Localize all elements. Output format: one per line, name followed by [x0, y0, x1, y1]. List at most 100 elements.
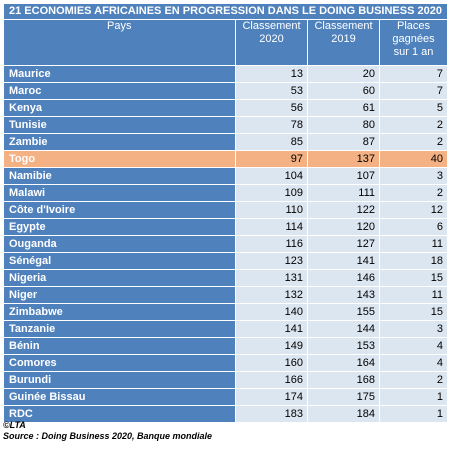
table-row: Maroc 53 60 7: [3, 82, 449, 100]
cell-classement-2019: 184: [307, 405, 380, 423]
table-row: Kenya 56 61 5: [3, 99, 449, 117]
cell-places-gagnees: 2: [378, 371, 449, 389]
cell-pays: Sénégal: [3, 252, 236, 270]
table-row: Egypte 114 120 6: [3, 218, 449, 236]
cell-classement-2019: 141: [307, 252, 380, 270]
cell-classement-2020: 104: [235, 167, 308, 185]
cell-pays: Nigeria: [3, 269, 236, 287]
cell-pays: Côte d'Ivoire: [3, 201, 236, 219]
cell-classement-2020: 97: [235, 150, 308, 168]
table-row: Togo 97 137 40: [3, 150, 449, 168]
table-row: Sénégal 123 141 18: [3, 252, 449, 270]
cell-classement-2020: 116: [235, 235, 308, 253]
cell-classement-2019: 168: [307, 371, 380, 389]
header-classement-2020: Classement 2020: [235, 19, 308, 66]
cell-classement-2019: 107: [307, 167, 380, 185]
cell-classement-2019: 120: [307, 218, 380, 236]
cell-places-gagnees: 15: [378, 269, 449, 287]
cell-places-gagnees: 15: [378, 303, 449, 321]
cell-classement-2020: 109: [235, 184, 308, 202]
cell-classement-2019: 137: [307, 150, 380, 168]
cell-classement-2019: 122: [307, 201, 380, 219]
cell-classement-2019: 155: [307, 303, 380, 321]
ranking-table-container: 21 ECONOMIES AFRICAINES EN PROGRESSION D…: [2, 3, 449, 423]
table-row: Burundi 166 168 2: [3, 371, 449, 389]
cell-classement-2020: 53: [235, 82, 308, 100]
cell-classement-2019: 87: [307, 133, 380, 151]
cell-classement-2019: 144: [307, 320, 380, 338]
table-row: Tunisie 78 80 2: [3, 116, 449, 134]
footer-source: Source : Doing Business 2020, Banque mon…: [3, 431, 213, 441]
cell-classement-2020: 110: [235, 201, 308, 219]
cell-places-gagnees: 4: [378, 354, 449, 372]
cell-classement-2019: 61: [307, 99, 380, 117]
cell-classement-2019: 20: [307, 65, 380, 83]
table-row: Namibie 104 107 3: [3, 167, 449, 185]
cell-places-gagnees: 11: [378, 286, 449, 304]
cell-pays: Zambie: [3, 133, 236, 151]
cell-places-gagnees: 3: [378, 167, 449, 185]
cell-places-gagnees: 1: [378, 405, 449, 423]
cell-pays: Kenya: [3, 99, 236, 117]
header-places-gagnees: Places gagnées sur 1 an: [378, 19, 449, 66]
cell-pays: Namibie: [3, 167, 236, 185]
cell-classement-2020: 141: [235, 320, 308, 338]
table-row: RDC 183 184 1: [3, 405, 449, 423]
cell-pays: Tanzanie: [3, 320, 236, 338]
cell-classement-2019: 80: [307, 116, 380, 134]
cell-classement-2020: 149: [235, 337, 308, 355]
cell-classement-2020: 160: [235, 354, 308, 372]
table-row: Comores 160 164 4: [3, 354, 449, 372]
cell-classement-2020: 166: [235, 371, 308, 389]
cell-places-gagnees: 11: [378, 235, 449, 253]
cell-classement-2020: 140: [235, 303, 308, 321]
cell-pays: Zimbabwe: [3, 303, 236, 321]
header-pays: Pays: [3, 19, 236, 66]
cell-places-gagnees: 2: [378, 116, 449, 134]
cell-classement-2019: 60: [307, 82, 380, 100]
cell-places-gagnees: 3: [378, 320, 449, 338]
cell-pays: Bénin: [3, 337, 236, 355]
cell-classement-2020: 85: [235, 133, 308, 151]
cell-classement-2020: 114: [235, 218, 308, 236]
cell-pays: Ouganda: [3, 235, 236, 253]
cell-classement-2020: 174: [235, 388, 308, 406]
cell-classement-2020: 131: [235, 269, 308, 287]
cell-classement-2019: 146: [307, 269, 380, 287]
table-row: Nigeria 131 146 15: [3, 269, 449, 287]
cell-places-gagnees: 5: [378, 99, 449, 117]
table-title: 21 ECONOMIES AFRICAINES EN PROGRESSION D…: [2, 3, 449, 20]
cell-pays: Maroc: [3, 82, 236, 100]
cell-classement-2020: 13: [235, 65, 308, 83]
table-row: Guinée Bissau 174 175 1: [3, 388, 449, 406]
cell-classement-2019: 164: [307, 354, 380, 372]
cell-pays: Comores: [3, 354, 236, 372]
footer: ©LTA Source : Doing Business 2020, Banqu…: [3, 420, 212, 442]
cell-pays: Maurice: [3, 65, 236, 83]
header-classement-2019: Classement 2019: [307, 19, 380, 66]
cell-pays: Tunisie: [3, 116, 236, 134]
table-row: Niger 132 143 11: [3, 286, 449, 304]
cell-classement-2019: 111: [307, 184, 380, 202]
table-row: Zimbabwe 140 155 15: [3, 303, 449, 321]
cell-places-gagnees: 2: [378, 133, 449, 151]
cell-places-gagnees: 6: [378, 218, 449, 236]
cell-places-gagnees: 7: [378, 82, 449, 100]
table-row: Zambie 85 87 2: [3, 133, 449, 151]
cell-pays: Niger: [3, 286, 236, 304]
cell-classement-2020: 56: [235, 99, 308, 117]
ranking-table: 21 ECONOMIES AFRICAINES EN PROGRESSION D…: [2, 3, 449, 423]
cell-pays: Malawi: [3, 184, 236, 202]
cell-places-gagnees: 1: [378, 388, 449, 406]
cell-classement-2020: 132: [235, 286, 308, 304]
cell-places-gagnees: 7: [378, 65, 449, 83]
cell-pays: Togo: [3, 150, 236, 168]
table-row: Ouganda 116 127 11: [3, 235, 449, 253]
cell-pays: RDC: [3, 405, 236, 423]
table-row: Bénin 149 153 4: [3, 337, 449, 355]
table-row: Côte d'Ivoire 110 122 12: [3, 201, 449, 219]
table-row: Tanzanie 141 144 3: [3, 320, 449, 338]
cell-classement-2019: 143: [307, 286, 380, 304]
table-row: Malawi 109 111 2: [3, 184, 449, 202]
table-body: Maurice 13 20 7 Maroc 53 60 7 Kenya 56 61 5 Tunisie 7…: [3, 65, 449, 423]
